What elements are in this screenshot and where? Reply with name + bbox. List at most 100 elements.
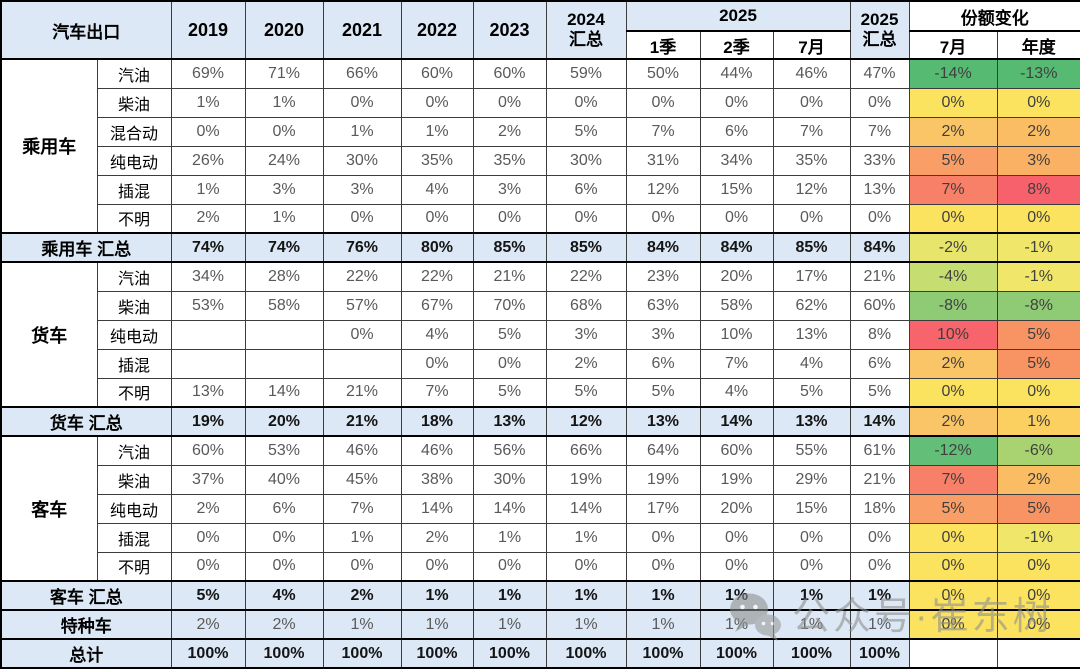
value-cell: 0% (322, 203, 402, 234)
share-change-cell (996, 638, 1080, 669)
value-cell: 15% (772, 493, 851, 524)
value-cell: 3% (545, 319, 627, 350)
table-row: 不明 0% 0% 0% 0% 0% 0% 0% 0% 0% 0% 0% 0% (1, 551, 1080, 582)
value-cell: 44% (699, 58, 774, 89)
value-cell: 3% (625, 319, 701, 350)
value-cell: 5% (472, 377, 547, 408)
share-change-cell: -14% (908, 58, 998, 89)
value-cell: 100% (322, 638, 402, 669)
value-cell: 0% (472, 348, 547, 379)
value-cell: 1% (849, 580, 910, 611)
value-cell: 0% (400, 551, 474, 582)
value-cell: 60% (400, 58, 474, 89)
fuel-type-label: 插混 (96, 174, 172, 205)
value-cell: 0% (472, 87, 547, 118)
value-cell: 74% (170, 232, 246, 263)
value-cell: 20% (699, 261, 774, 292)
value-cell: 20% (699, 493, 774, 524)
value-cell: 0% (400, 348, 474, 379)
value-cell: 0% (400, 203, 474, 234)
value-cell: 1% (170, 174, 246, 205)
value-cell: 18% (400, 406, 474, 437)
value-cell: 1% (244, 87, 324, 118)
value-cell: 5% (625, 377, 701, 408)
value-cell: 0% (772, 522, 851, 553)
value-cell: 4% (400, 174, 474, 205)
value-cell: 4% (400, 319, 474, 350)
value-cell: 24% (244, 145, 324, 176)
col-header-2020: 2020 (244, 0, 324, 60)
value-cell: 0% (625, 203, 701, 234)
value-cell: 1% (170, 87, 246, 118)
value-cell: 7% (322, 493, 402, 524)
col-header-2024-total: 2024 汇总 (545, 0, 627, 60)
value-cell: 14% (699, 406, 774, 437)
value-cell: 0% (472, 551, 547, 582)
value-cell: 1% (322, 116, 402, 147)
fuel-type-label: 插混 (96, 522, 172, 553)
share-change-cell: -12% (908, 435, 998, 466)
table-row: 不明 13% 14% 21% 7% 5% 5% 5% 4% 5% 5% 0% 0% (1, 377, 1080, 408)
share-change-cell: -2% (908, 232, 998, 263)
value-cell: 1% (400, 609, 474, 640)
value-cell: 56% (472, 435, 547, 466)
table-row: 柴油 53% 58% 57% 67% 70% 68% 63% 58% 62% 60% -8% -8% (1, 290, 1080, 321)
col-header-2025-total: 2025 汇总 (849, 0, 910, 60)
value-cell: 1% (625, 609, 701, 640)
value-cell: 0% (170, 116, 246, 147)
table-body: 乘用车 汽油 69% 71% 66% 60% 60% 59% 50% 44% 46% 47% -14% -… (0, 58, 1080, 669)
value-cell: 22% (545, 261, 627, 292)
col-header-2025-total-line2: 汇总 (862, 30, 897, 49)
value-cell: 37% (170, 464, 246, 495)
value-cell: 70% (472, 290, 547, 321)
value-cell: 21% (322, 406, 402, 437)
value-cell: 26% (170, 145, 246, 176)
col-header-2025-q1: 1季 (625, 30, 701, 60)
value-cell: 68% (545, 290, 627, 321)
value-cell: 0% (472, 203, 547, 234)
summary-row: 货车 汇总 19% 20% 21% 18% 13% 12% 13% 14% 13% 14% 2% 1% (0, 406, 1080, 437)
value-cell: 6% (244, 493, 324, 524)
share-change-cell: 0% (908, 377, 998, 408)
value-cell: 53% (170, 290, 246, 321)
share-change-cell: 2% (908, 348, 998, 379)
table-row: 混合动 0% 0% 1% 1% 2% 5% 7% 6% 7% 7% 2% 2% (1, 116, 1080, 147)
value-cell: 14% (472, 493, 547, 524)
value-cell: 1% (472, 580, 547, 611)
value-cell: 0% (322, 319, 402, 350)
vehicle-group-label: 货车 (0, 261, 98, 408)
value-cell: 50% (625, 58, 701, 89)
value-cell: 1% (400, 116, 474, 147)
value-cell: 46% (322, 435, 402, 466)
value-cell: 100% (545, 638, 627, 669)
value-cell: 0% (322, 87, 402, 118)
share-change-cell: 7% (908, 464, 998, 495)
value-cell: 60% (170, 435, 246, 466)
value-cell: 0% (244, 551, 324, 582)
value-cell: 100% (472, 638, 547, 669)
value-cell: 2% (472, 116, 547, 147)
value-cell: 5% (849, 377, 910, 408)
value-cell: 46% (400, 435, 474, 466)
summary-row: 总计 100% 100% 100% 100% 100% 100% 100% 100% 100% 10… (0, 638, 1080, 669)
share-change-cell: 5% (996, 319, 1080, 350)
value-cell: 5% (472, 319, 547, 350)
value-cell: 0% (625, 87, 701, 118)
value-cell: 0% (849, 87, 910, 118)
value-cell: 28% (244, 261, 324, 292)
value-cell: 29% (772, 464, 851, 495)
value-cell: 5% (772, 377, 851, 408)
value-cell: 21% (849, 464, 910, 495)
table-row: 客车 汽油 60% 53% 46% 46% 56% 66% 64% 60% 55% 61% -12% -6… (0, 435, 1080, 582)
value-cell: 38% (400, 464, 474, 495)
fuel-type-label: 不明 (96, 551, 172, 582)
value-cell: 100% (772, 638, 851, 669)
table-row: 纯电动 2% 6% 7% 14% 14% 14% 17% 20% 15% 18% 5% 5% (1, 493, 1080, 524)
value-cell: 84% (625, 232, 701, 263)
share-change-cell: -6% (996, 435, 1080, 466)
value-cell: 1% (699, 580, 774, 611)
value-cell: 1% (244, 203, 324, 234)
summary-row: 乘用车 汇总 74% 74% 76% 80% 85% 85% 84% 84% 85% 84% -2% -… (0, 232, 1080, 263)
value-cell: 45% (322, 464, 402, 495)
